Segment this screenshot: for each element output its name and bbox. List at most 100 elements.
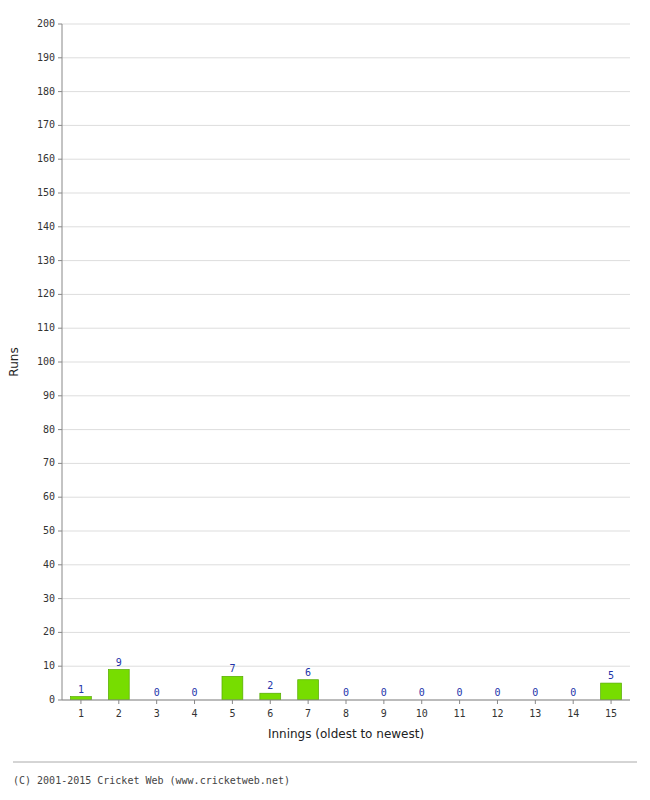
x-tick xyxy=(156,700,157,704)
grid-line xyxy=(62,564,630,565)
x-tick-label: 15 xyxy=(605,708,617,719)
y-tick xyxy=(58,497,62,498)
x-tick-label: 10 xyxy=(416,708,428,719)
y-tick xyxy=(58,362,62,363)
data-label: 0 xyxy=(192,687,198,698)
grid-line xyxy=(62,91,630,92)
y-tick xyxy=(58,193,62,194)
grid-line xyxy=(62,260,630,261)
x-tick xyxy=(535,700,536,704)
grid-line xyxy=(62,497,630,498)
data-label: 0 xyxy=(343,687,349,698)
x-tick xyxy=(194,700,195,704)
x-tick-label: 14 xyxy=(567,708,579,719)
data-label: 7 xyxy=(229,663,235,674)
grid-line xyxy=(62,598,630,599)
y-tick xyxy=(58,700,62,701)
y-tick xyxy=(58,564,62,565)
x-tick xyxy=(118,700,119,704)
y-tick-label: 180 xyxy=(37,86,55,97)
x-tick xyxy=(497,700,498,704)
y-tick-label: 50 xyxy=(43,525,55,536)
y-tick xyxy=(58,531,62,532)
data-label: 6 xyxy=(305,667,311,678)
y-tick-label: 10 xyxy=(43,660,55,671)
y-tick xyxy=(58,463,62,464)
y-tick-label: 0 xyxy=(49,694,55,705)
x-tick xyxy=(346,700,347,704)
x-tick xyxy=(308,700,309,704)
grid-line xyxy=(62,429,630,430)
x-tick-label: 7 xyxy=(305,708,311,719)
x-tick xyxy=(421,700,422,704)
footer-separator xyxy=(13,762,637,763)
data-label: 0 xyxy=(381,687,387,698)
y-axis: 0102030405060708090100110120130140150160… xyxy=(37,18,62,705)
data-label: 0 xyxy=(419,687,425,698)
y-tick-label: 200 xyxy=(37,18,55,29)
chart: 0102030405060708090100110120130140150160… xyxy=(0,0,650,800)
grid-line xyxy=(62,395,630,396)
data-label: 0 xyxy=(494,687,500,698)
y-tick xyxy=(58,57,62,58)
x-tick xyxy=(573,700,574,704)
grid-line xyxy=(62,159,630,160)
y-tick-label: 160 xyxy=(37,153,55,164)
y-tick-label: 150 xyxy=(37,187,55,198)
y-tick-label: 100 xyxy=(37,356,55,367)
x-tick-label: 4 xyxy=(192,708,198,719)
y-tick-label: 120 xyxy=(37,288,55,299)
y-tick xyxy=(58,91,62,92)
x-tick-label: 3 xyxy=(154,708,160,719)
grid-line xyxy=(62,632,630,633)
y-tick xyxy=(58,429,62,430)
y-tick-label: 70 xyxy=(43,457,55,468)
grid-line xyxy=(62,226,630,227)
x-tick-label: 9 xyxy=(381,708,387,719)
grid-line xyxy=(62,125,630,126)
data-label: 1 xyxy=(78,684,84,695)
y-tick xyxy=(58,159,62,160)
y-tick xyxy=(58,24,62,25)
bar xyxy=(601,683,622,700)
x-tick-label: 5 xyxy=(229,708,235,719)
x-tick-label: 12 xyxy=(491,708,503,719)
y-tick-label: 90 xyxy=(43,390,55,401)
bar xyxy=(108,670,129,700)
y-tick xyxy=(58,632,62,633)
y-tick-label: 20 xyxy=(43,626,55,637)
data-label: 9 xyxy=(116,657,122,668)
x-tick xyxy=(383,700,384,704)
x-tick-label: 11 xyxy=(454,708,466,719)
y-tick xyxy=(58,598,62,599)
grid-line xyxy=(62,57,630,58)
y-axis-label: Runs xyxy=(7,347,21,376)
y-tick-label: 40 xyxy=(43,559,55,570)
x-tick-label: 6 xyxy=(267,708,273,719)
x-axis: 123456789101112131415 xyxy=(78,700,617,719)
x-tick xyxy=(270,700,271,704)
data-label: 0 xyxy=(570,687,576,698)
footer: (C) 2001-2015 Cricket Web (www.cricketwe… xyxy=(13,775,290,786)
y-tick-label: 190 xyxy=(37,52,55,63)
x-tick-label: 13 xyxy=(529,708,541,719)
data-label: 0 xyxy=(532,687,538,698)
y-tick-label: 30 xyxy=(43,593,55,604)
data-label: 5 xyxy=(608,670,614,681)
x-axis-label: Innings (oldest to newest) xyxy=(268,727,424,741)
y-tick-label: 110 xyxy=(37,322,55,333)
bar xyxy=(71,697,92,700)
y-tick xyxy=(58,328,62,329)
grid-line xyxy=(62,362,630,363)
grid xyxy=(62,24,630,700)
bars xyxy=(71,670,622,700)
x-axis-line xyxy=(62,700,630,701)
y-tick xyxy=(58,395,62,396)
grid-line xyxy=(62,666,630,667)
y-axis-line xyxy=(62,24,63,700)
grid-line xyxy=(62,463,630,464)
data-labels: 190072600000005 xyxy=(78,657,614,698)
x-tick-label: 2 xyxy=(116,708,122,719)
grid-line xyxy=(62,24,630,25)
x-tick xyxy=(232,700,233,704)
